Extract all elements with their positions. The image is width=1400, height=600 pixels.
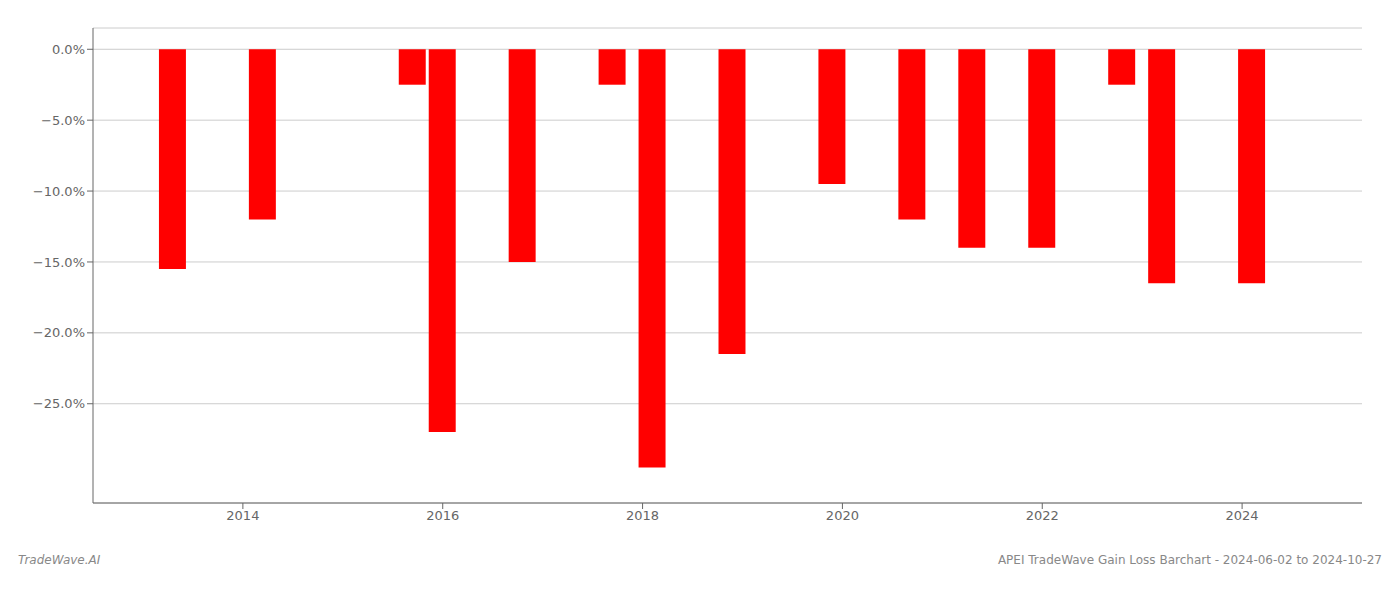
svg-text:2024: 2024 — [1226, 508, 1259, 523]
svg-text:−25.0%: −25.0% — [33, 396, 85, 411]
svg-text:2018: 2018 — [626, 508, 659, 523]
svg-text:2022: 2022 — [1026, 508, 1059, 523]
svg-text:−10.0%: −10.0% — [33, 184, 85, 199]
svg-text:2016: 2016 — [426, 508, 459, 523]
svg-text:2020: 2020 — [826, 508, 859, 523]
svg-text:−15.0%: −15.0% — [33, 255, 85, 270]
svg-text:2014: 2014 — [226, 508, 259, 523]
svg-text:0.0%: 0.0% — [52, 42, 85, 57]
svg-text:−5.0%: −5.0% — [41, 113, 85, 128]
html-text:TradeWave.AI: TradeWave.AI — [18, 553, 101, 567]
html-text:APEI TradeWave Gain Loss Barch: APEI TradeWave Gain Loss Barchart - 2024… — [997, 553, 1382, 567]
svg-text:−20.0%: −20.0% — [33, 325, 85, 340]
